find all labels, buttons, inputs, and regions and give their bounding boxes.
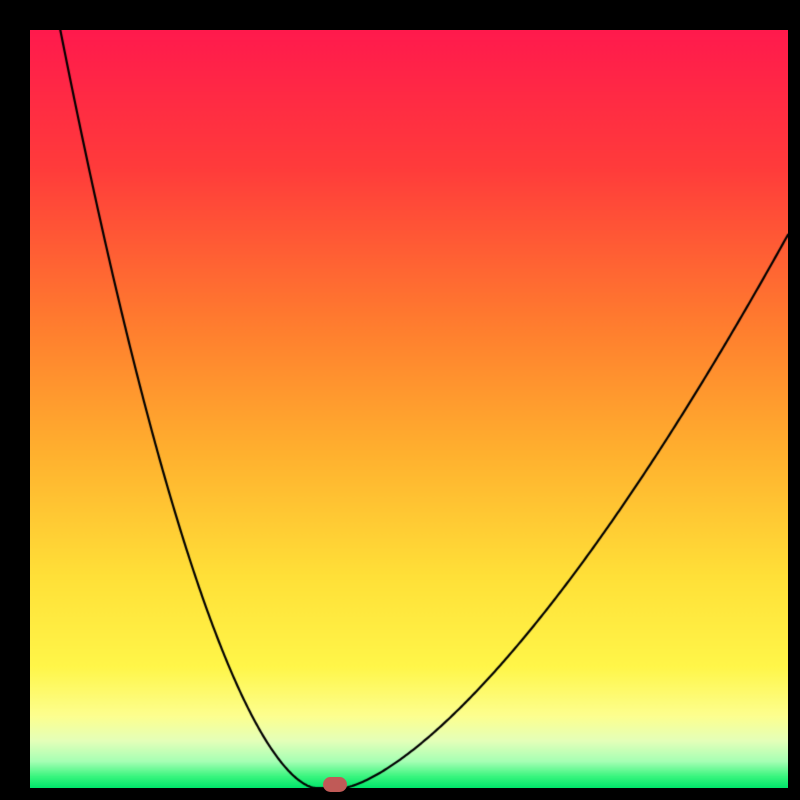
frame-border-top (0, 0, 800, 30)
frame-border-left (0, 0, 30, 800)
frame-border-bottom (0, 788, 800, 800)
optimum-marker (323, 777, 347, 792)
frame-border-right (788, 0, 800, 800)
bottleneck-chart (30, 30, 788, 788)
